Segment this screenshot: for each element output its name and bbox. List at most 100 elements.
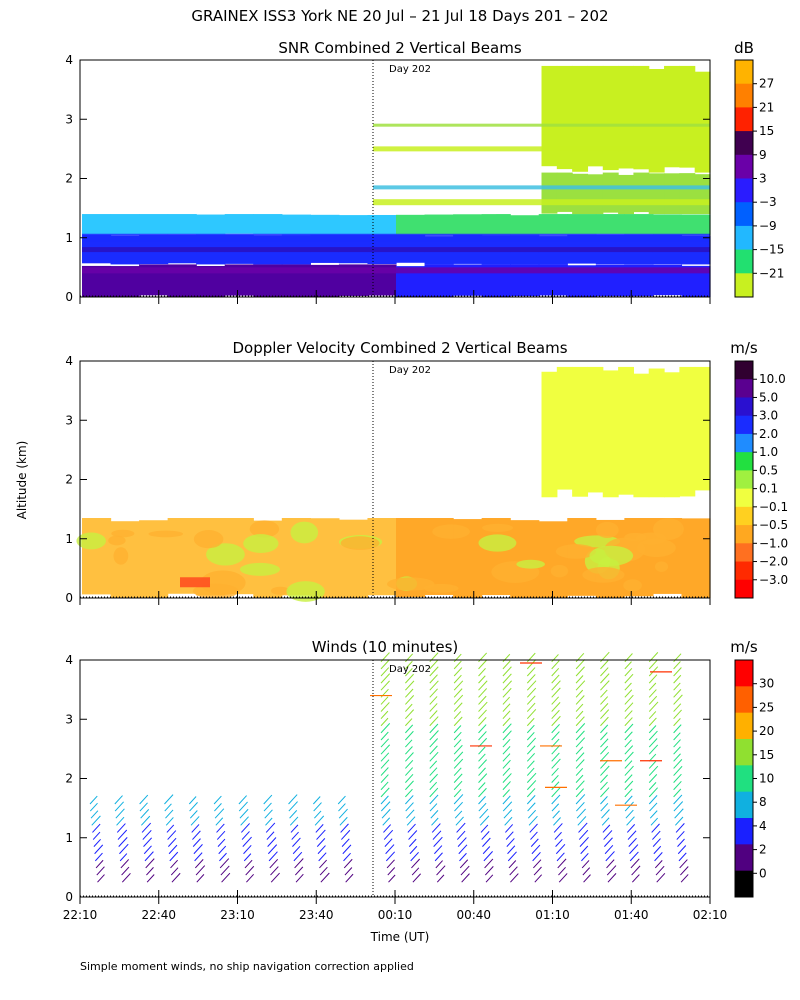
wind-barb xyxy=(407,823,416,833)
field-cell xyxy=(602,172,619,213)
wind-barb xyxy=(504,816,513,826)
wind-barb xyxy=(676,830,685,840)
wind-barb xyxy=(240,816,249,826)
wind-barb xyxy=(380,801,391,812)
wind-barbs xyxy=(89,651,689,883)
wind-barb xyxy=(502,746,511,755)
field-cell xyxy=(310,214,340,235)
field-cell xyxy=(82,214,112,235)
doppler-patch xyxy=(249,520,280,538)
wind-barb xyxy=(551,680,561,691)
winds-title: Winds (10 minutes) xyxy=(312,638,459,656)
wind-barb xyxy=(453,660,462,670)
wind-barb xyxy=(405,730,414,741)
wind-barb xyxy=(453,702,463,712)
doppler-patch xyxy=(652,518,684,540)
wind-barb xyxy=(648,795,658,805)
colorbar-label: −0.1 xyxy=(759,500,788,514)
wind-barb xyxy=(97,874,105,883)
wind-barb xyxy=(453,667,463,677)
colorbar-swatch xyxy=(735,525,753,544)
wind-barb xyxy=(478,787,487,798)
snr-streaks xyxy=(82,123,710,274)
wind-barb xyxy=(652,830,661,840)
wind-barb xyxy=(575,675,584,684)
wind-barb xyxy=(288,794,298,805)
colorbar-label: −21 xyxy=(759,266,784,280)
wind-barb xyxy=(289,816,299,826)
wind-barb xyxy=(624,667,633,677)
field-cell xyxy=(541,65,558,167)
wind-barb xyxy=(429,781,438,791)
wind-barb xyxy=(601,817,610,826)
day-label: Day 202 xyxy=(389,664,431,675)
wind-barb xyxy=(340,823,349,833)
wind-barb xyxy=(652,838,661,847)
colorbar-label: 1.0 xyxy=(759,445,778,459)
wind-barb xyxy=(405,746,413,755)
wind-barb xyxy=(429,716,439,727)
wind-barb xyxy=(674,808,684,819)
wind-barb xyxy=(551,702,561,712)
field-cell xyxy=(110,214,140,235)
wind-barb xyxy=(381,808,391,819)
wind-barb xyxy=(624,682,632,691)
field-cell xyxy=(253,214,283,235)
wind-barb xyxy=(600,724,609,734)
wind-barb xyxy=(626,824,636,833)
wind-barb xyxy=(380,717,389,727)
wind-barb xyxy=(431,817,439,826)
wind-barb xyxy=(600,703,609,712)
snr-streak xyxy=(82,233,710,242)
wind-barb xyxy=(114,795,123,805)
wind-barb xyxy=(673,788,682,798)
colorbar-swatch xyxy=(735,415,753,435)
wind-barb xyxy=(218,845,227,855)
field-cell xyxy=(602,65,619,171)
wind-barb xyxy=(600,774,608,783)
wind-barb xyxy=(600,709,610,719)
snr-streak xyxy=(373,199,710,206)
snr-streak xyxy=(82,247,710,253)
field-cell xyxy=(396,214,426,235)
wind-barb xyxy=(600,673,610,684)
wind-barb xyxy=(405,795,414,805)
wind-barb xyxy=(192,838,201,847)
wind-barb xyxy=(502,767,511,776)
wind-barb xyxy=(405,774,414,783)
field-cell xyxy=(373,65,389,169)
colorbar-label: 25 xyxy=(759,700,774,714)
field-cell xyxy=(595,214,625,234)
doppler-colorbar: 10.0 5.0 3.0 2.0 1.0 0.5 0.1 −0.1 −0.5 −1.0 −2.0 −3… xyxy=(734,360,788,599)
wind-barb xyxy=(316,829,326,840)
wind-barb xyxy=(312,796,321,805)
wind-barb xyxy=(551,786,561,798)
doppler-patch xyxy=(654,561,669,572)
wind-barb xyxy=(679,859,688,869)
wind-barb xyxy=(624,661,632,670)
wind-barb xyxy=(238,801,248,812)
wind-barb xyxy=(575,652,585,663)
field-cell xyxy=(694,174,711,215)
wind-barb xyxy=(478,724,487,734)
y-axis-label: Altitude (km) xyxy=(15,441,29,520)
wind-barb xyxy=(380,787,390,798)
wind-barb xyxy=(453,680,464,691)
x-tick-label: 02:10 xyxy=(693,908,728,922)
wind-barb xyxy=(551,654,559,663)
wind-barb xyxy=(502,789,511,798)
y-tick-label: 0 xyxy=(65,890,73,904)
wind-barb xyxy=(552,810,560,819)
wind-barb xyxy=(600,680,610,691)
wind-barb xyxy=(673,667,682,677)
wind-barb xyxy=(119,853,128,862)
field-cell xyxy=(587,366,604,493)
colorbar-swatch xyxy=(735,452,753,471)
wind-barb xyxy=(268,851,278,862)
wind-barb xyxy=(146,867,154,876)
wind-barb xyxy=(478,767,486,776)
wind-barb xyxy=(170,867,179,876)
wind-barb xyxy=(453,758,464,769)
wind-barb xyxy=(530,831,538,840)
